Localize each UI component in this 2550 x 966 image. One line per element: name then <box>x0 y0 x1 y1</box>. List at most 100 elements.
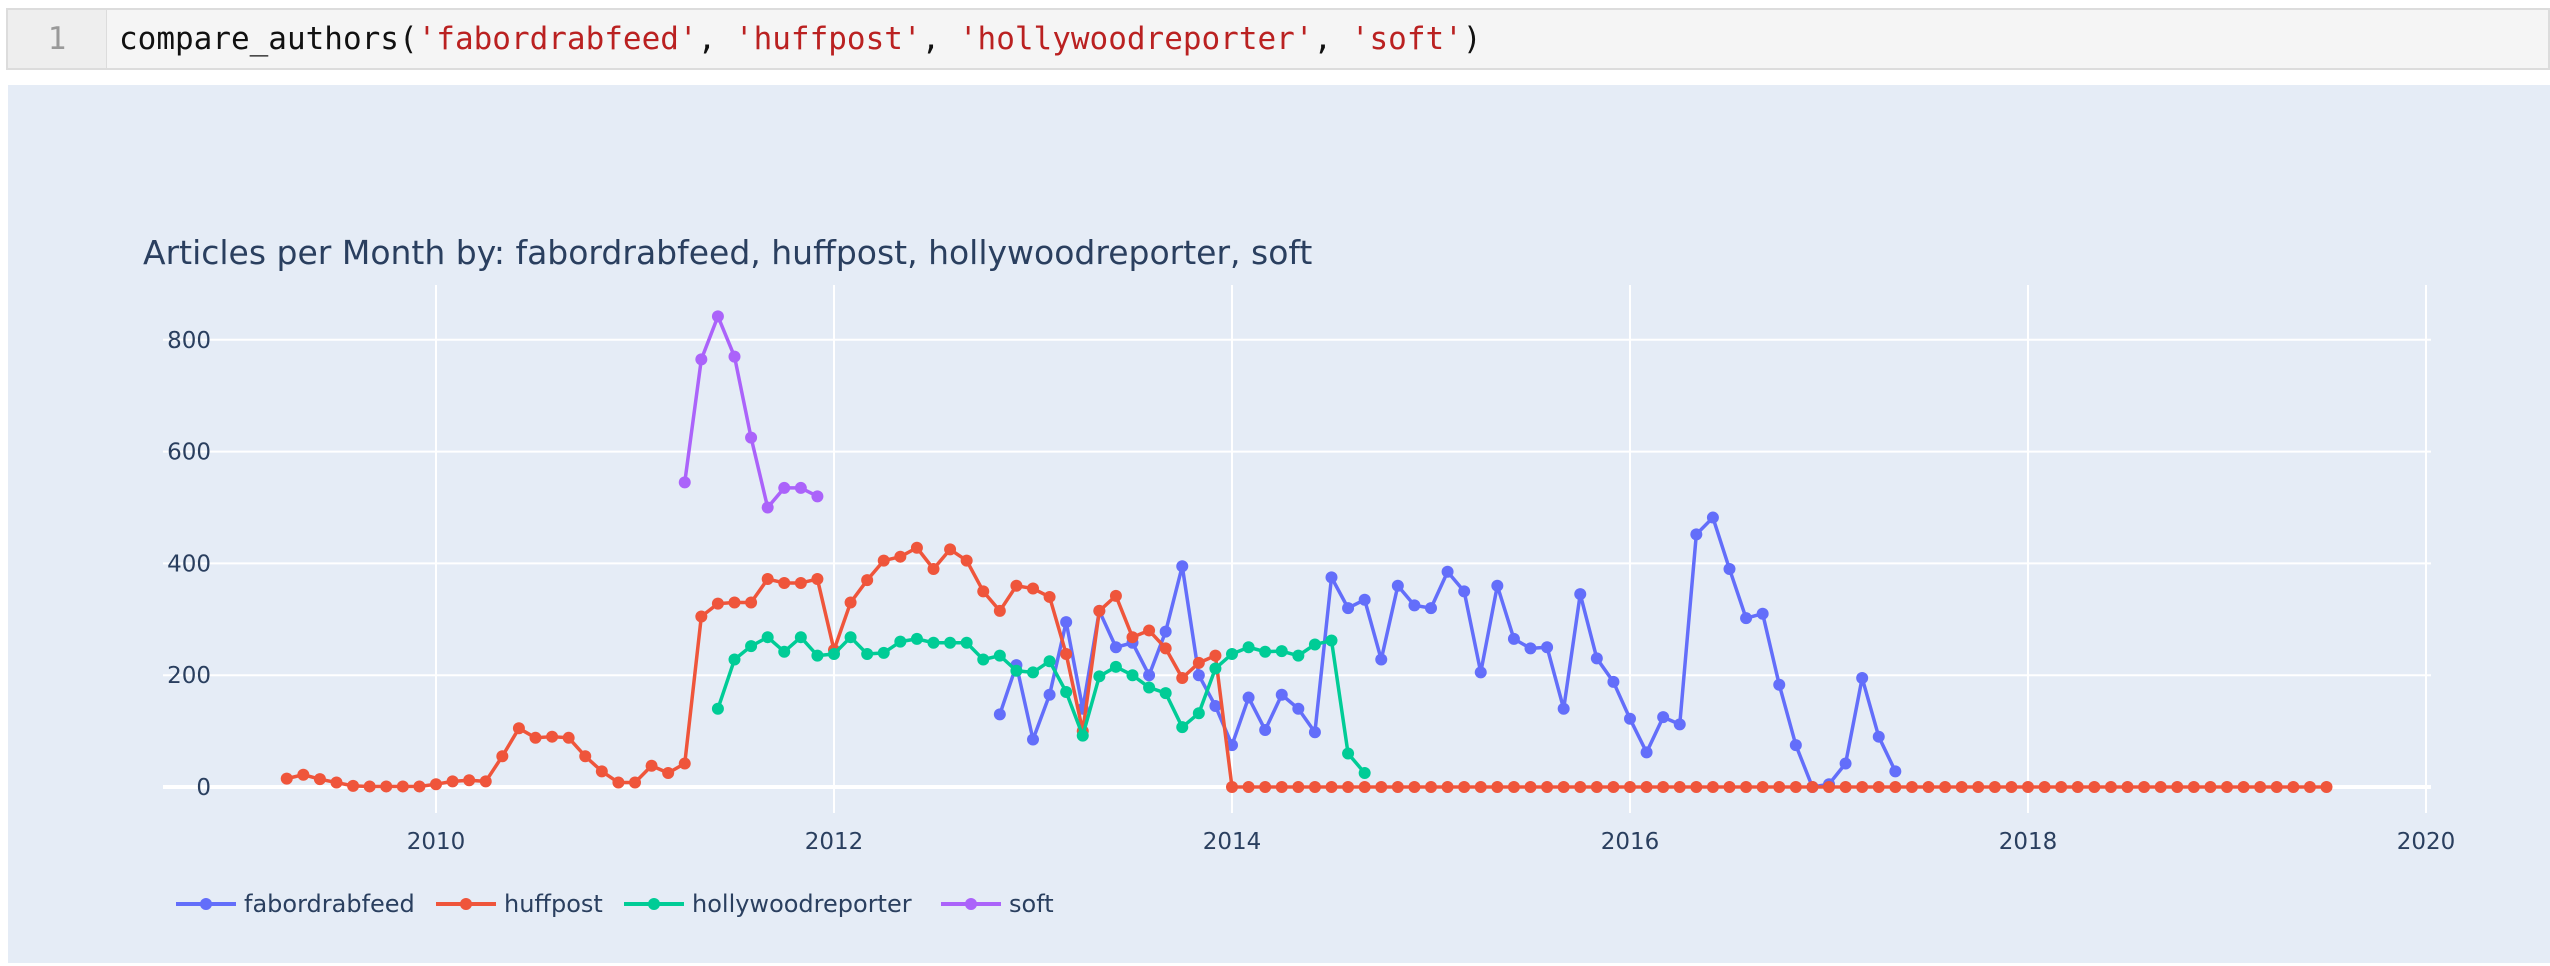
data-point-huffpost <box>877 554 890 567</box>
data-point-fabordrabfeed <box>1391 579 1404 592</box>
data-point-hollywoodreporter <box>861 647 874 660</box>
data-point-huffpost <box>1358 781 1371 793</box>
data-point-fabordrabfeed <box>1209 699 1222 712</box>
data-point-fabordrabfeed <box>1408 599 1421 612</box>
data-point-huffpost <box>1226 781 1238 793</box>
data-point-huffpost <box>728 596 741 609</box>
data-point-hollywoodreporter <box>811 649 824 662</box>
legend-marker-icon <box>460 898 472 910</box>
data-point-hollywoodreporter <box>828 647 840 660</box>
data-point-hollywoodreporter <box>761 631 774 644</box>
data-point-fabordrabfeed <box>1342 602 1355 615</box>
data-point-huffpost <box>1690 781 1703 793</box>
legend-marker-icon <box>200 898 212 910</box>
data-point-huffpost <box>1922 781 1935 793</box>
line-chart: 0 200 400 600 800 2010 2012 2014 2016 2018 2020 fab… <box>163 285 2455 918</box>
data-point-huffpost <box>1491 781 1504 793</box>
data-point-hollywoodreporter <box>1010 664 1023 677</box>
data-point-hollywoodreporter <box>1093 670 1106 683</box>
data-point-huffpost <box>1192 656 1205 669</box>
data-point-huffpost <box>1557 781 1570 793</box>
data-point-huffpost <box>2171 781 2184 793</box>
data-point-hollywoodreporter <box>927 636 940 649</box>
data-point-hollywoodreporter <box>1159 687 1172 700</box>
data-point-soft <box>811 490 824 503</box>
data-point-hollywoodreporter <box>778 645 791 658</box>
data-point-hollywoodreporter <box>1126 669 1139 682</box>
data-point-huffpost <box>2055 781 2068 793</box>
data-point-hollywoodreporter <box>894 635 907 648</box>
data-point-huffpost <box>977 585 990 598</box>
line-number: 1 <box>8 10 107 68</box>
data-point-huffpost <box>1955 781 1968 793</box>
data-point-huffpost <box>1524 781 1537 793</box>
data-point-fabordrabfeed <box>1856 671 1869 684</box>
data-point-huffpost <box>1391 781 1404 793</box>
data-point-hollywoodreporter <box>1275 645 1288 658</box>
data-point-huffpost <box>695 610 708 623</box>
data-point-hollywoodreporter <box>1176 721 1189 734</box>
data-point-huffpost <box>960 554 973 567</box>
data-point-hollywoodreporter <box>1192 707 1205 720</box>
data-point-fabordrabfeed <box>1143 669 1156 682</box>
data-point-huffpost <box>546 730 559 743</box>
data-point-huffpost <box>612 776 625 789</box>
data-point-huffpost <box>1756 781 1769 793</box>
data-point-huffpost <box>844 596 857 609</box>
series-line-fabordrabfeed <box>998 515 1897 789</box>
code-input[interactable]: compare_authors('fabordrabfeed', 'huffpo… <box>107 10 1481 68</box>
data-point-huffpost <box>330 776 343 789</box>
data-point-fabordrabfeed <box>1723 562 1736 575</box>
legend-item-fabordrabfeed: fabordrabfeed <box>244 890 415 918</box>
data-point-fabordrabfeed <box>1458 585 1471 598</box>
data-point-fabordrabfeed <box>1441 565 1454 578</box>
data-point-hollywoodreporter <box>910 632 923 645</box>
data-point-huffpost <box>1441 781 1454 793</box>
data-point-huffpost <box>2138 781 2151 793</box>
data-point-huffpost <box>778 576 791 589</box>
data-point-huffpost <box>1640 781 1653 793</box>
y-tick-label: 600 <box>167 440 211 466</box>
data-point-fabordrabfeed <box>1358 593 1371 606</box>
data-point-fabordrabfeed <box>1624 712 1636 725</box>
code-arg: 'huffpost' <box>734 21 922 57</box>
code-function: compare_authors( <box>119 21 418 57</box>
data-point-huffpost <box>2303 781 2316 793</box>
data-point-huffpost <box>313 773 326 786</box>
x-tick-label: 2012 <box>805 829 864 855</box>
data-point-huffpost <box>1939 781 1952 793</box>
legend-marker-icon <box>648 898 660 910</box>
data-point-huffpost <box>811 573 824 586</box>
data-point-fabordrabfeed <box>1607 675 1620 688</box>
data-point-huffpost <box>2254 781 2267 793</box>
series-line-huffpost <box>286 545 2327 789</box>
data-point-huffpost <box>1292 781 1305 793</box>
data-point-hollywoodreporter <box>1060 685 1073 698</box>
data-point-fabordrabfeed <box>1292 702 1305 715</box>
code-close: ) <box>1462 21 1482 57</box>
data-point-huffpost <box>1574 781 1587 793</box>
data-point-huffpost <box>529 731 542 744</box>
data-point-hollywoodreporter <box>993 649 1006 662</box>
code-arg: 'soft' <box>1350 21 1463 57</box>
data-point-huffpost <box>910 541 923 554</box>
x-tick-label: 2010 <box>407 829 466 855</box>
data-point-huffpost <box>396 780 409 793</box>
data-point-huffpost <box>1839 781 1852 793</box>
data-point-huffpost <box>2005 781 2018 793</box>
code-arg: 'hollywoodreporter' <box>958 21 1314 57</box>
data-point-hollywoodreporter <box>745 640 758 653</box>
data-point-fabordrabfeed <box>1325 571 1338 584</box>
data-point-huffpost <box>1988 781 2001 793</box>
data-point-huffpost <box>2187 781 2200 793</box>
data-point-fabordrabfeed <box>1226 739 1238 752</box>
code-cell[interactable]: 1 compare_authors('fabordrabfeed', 'huff… <box>6 8 2550 70</box>
data-point-hollywoodreporter <box>1226 647 1238 660</box>
data-point-fabordrabfeed <box>1773 678 1786 691</box>
data-point-huffpost <box>1060 647 1073 660</box>
data-point-huffpost <box>413 780 426 793</box>
data-point-huffpost <box>1590 781 1603 793</box>
legend-item-huffpost: huffpost <box>504 890 603 918</box>
data-point-fabordrabfeed <box>1690 528 1703 541</box>
data-point-fabordrabfeed <box>1789 739 1802 752</box>
